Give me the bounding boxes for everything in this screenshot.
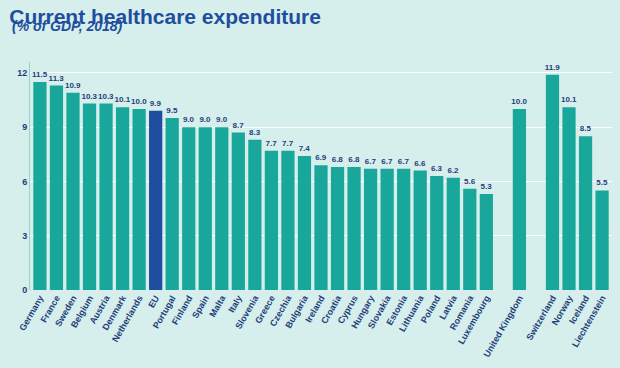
svg-text:Cyprus: Cyprus: [336, 294, 360, 326]
svg-text:Greece: Greece: [253, 294, 277, 325]
svg-text:6.7: 6.7: [398, 157, 410, 166]
svg-text:Spain: Spain: [190, 294, 211, 320]
svg-text:5.6: 5.6: [464, 177, 476, 186]
svg-text:3: 3: [22, 231, 27, 241]
svg-text:10.0: 10.0: [511, 97, 527, 106]
svg-text:Germany: Germany: [17, 294, 45, 333]
svg-text:Malta: Malta: [207, 293, 228, 319]
svg-text:Sweden: Sweden: [53, 294, 79, 328]
svg-text:11.3: 11.3: [49, 74, 65, 83]
svg-text:Norway: Norway: [550, 294, 575, 327]
svg-text:Italy: Italy: [226, 294, 244, 315]
svg-text:United Kingdom: United Kingdom: [482, 294, 525, 359]
svg-text:9.5: 9.5: [166, 106, 178, 115]
svg-text:Luxembourg: Luxembourg: [456, 294, 492, 346]
svg-text:10.3: 10.3: [98, 92, 114, 101]
svg-text:5.5: 5.5: [596, 178, 608, 187]
svg-text:6.7: 6.7: [365, 157, 377, 166]
svg-text:7.7: 7.7: [266, 139, 278, 148]
svg-text:Poland: Poland: [419, 294, 443, 325]
svg-text:8.5: 8.5: [580, 124, 592, 133]
svg-text:6.8: 6.8: [332, 155, 344, 164]
svg-text:(% of GDP, 2018): (% of GDP, 2018): [12, 18, 123, 34]
svg-text:11.5: 11.5: [32, 70, 48, 79]
svg-text:Croatia: Croatia: [319, 293, 344, 326]
svg-text:Portugal: Portugal: [151, 294, 178, 331]
svg-text:France: France: [39, 294, 62, 325]
svg-text:9.0: 9.0: [216, 115, 228, 124]
svg-text:Current healthcare expenditure: Current healthcare expenditure: [9, 5, 321, 28]
svg-text:10.3: 10.3: [81, 92, 97, 101]
svg-text:Ireland: Ireland: [303, 294, 326, 325]
svg-text:6.9: 6.9: [315, 153, 327, 162]
svg-text:6.8: 6.8: [348, 155, 360, 164]
svg-text:Hungary: Hungary: [349, 294, 376, 331]
svg-text:0: 0: [22, 285, 27, 295]
svg-text:Finland: Finland: [170, 294, 195, 327]
svg-text:9.9: 9.9: [150, 99, 162, 108]
svg-text:5.3: 5.3: [481, 182, 493, 191]
svg-text:6.2: 6.2: [447, 166, 459, 175]
svg-text:Slovenia: Slovenia: [233, 293, 261, 331]
svg-text:9.0: 9.0: [199, 115, 211, 124]
svg-text:6.6: 6.6: [414, 159, 426, 168]
svg-text:Liechtenstein: Liechtenstein: [570, 294, 608, 349]
svg-text:Latvia: Latvia: [437, 293, 459, 321]
svg-text:7.7: 7.7: [282, 139, 294, 148]
svg-text:Estonia: Estonia: [384, 293, 409, 327]
svg-text:Iceland: Iceland: [567, 294, 591, 326]
svg-text:Austria: Austria: [88, 293, 113, 326]
svg-text:10.1: 10.1: [115, 95, 131, 104]
svg-text:8.3: 8.3: [249, 128, 261, 137]
svg-text:Slovakia: Slovakia: [366, 293, 393, 330]
svg-text:10.0: 10.0: [131, 97, 147, 106]
svg-text:Lithuania: Lithuania: [397, 293, 426, 334]
svg-text:8.7: 8.7: [232, 121, 244, 130]
svg-text:Bulgaria: Bulgaria: [283, 293, 310, 330]
svg-text:Belgium: Belgium: [69, 294, 95, 330]
svg-text:7.4: 7.4: [299, 144, 311, 153]
svg-text:Netherlands: Netherlands: [110, 294, 145, 344]
svg-text:6.3: 6.3: [431, 164, 443, 173]
svg-text:Romania: Romania: [448, 293, 476, 332]
svg-text:Denmark: Denmark: [100, 293, 128, 332]
svg-text:6: 6: [22, 177, 27, 187]
svg-text:10.9: 10.9: [65, 81, 81, 90]
svg-text:9: 9: [22, 122, 27, 132]
svg-text:10.1: 10.1: [561, 95, 577, 104]
svg-text:11.9: 11.9: [545, 63, 561, 72]
svg-text:9.0: 9.0: [183, 115, 195, 124]
svg-text:6.7: 6.7: [381, 157, 393, 166]
svg-text:EU: EU: [146, 294, 161, 310]
svg-text:12: 12: [17, 68, 27, 78]
svg-text:Czechia: Czechia: [268, 293, 294, 328]
svg-text:Switzerland: Switzerland: [524, 294, 558, 342]
